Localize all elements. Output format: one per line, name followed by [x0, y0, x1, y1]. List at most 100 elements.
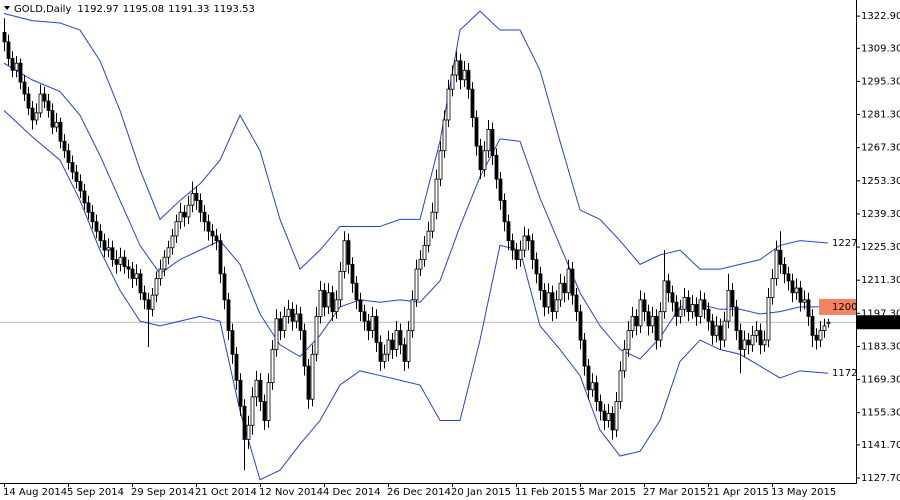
x-tick-label: 5 Sep 2014	[67, 487, 124, 498]
candle-body	[266, 382, 271, 421]
candle-body	[486, 129, 491, 152]
y-tick-label: 1281.30	[861, 110, 900, 121]
candle-body	[130, 268, 135, 279]
candle-body	[358, 299, 363, 313]
candle-body	[718, 325, 723, 341]
y-tick-label: 1183.30	[861, 341, 900, 352]
x-tick-label: 29 Sep 2014	[131, 487, 194, 498]
candle-body	[170, 235, 175, 249]
x-tick-label: 26 Dec 2014	[387, 487, 451, 498]
candle-body	[578, 311, 583, 341]
candle-body	[602, 410, 607, 421]
candle-body	[182, 211, 187, 218]
candle-body	[478, 145, 483, 171]
band-end-label: 1200	[832, 302, 857, 313]
candle-body	[174, 221, 179, 237]
candle-body	[614, 401, 619, 431]
candle-body	[74, 171, 79, 182]
y-tick-label: 1141.70	[861, 440, 900, 451]
y-tick-label: 1197.30	[861, 308, 900, 319]
y-tick-label: 1169.30	[861, 375, 900, 386]
y-tick-label: 1155.30	[861, 408, 900, 419]
candle-body	[310, 353, 315, 400]
candle-body	[190, 192, 195, 206]
candle-body	[566, 268, 571, 294]
candle-body	[434, 178, 439, 213]
candle-body	[206, 221, 211, 232]
candle-body	[670, 292, 675, 303]
candle-body	[126, 266, 131, 270]
candle-body	[258, 379, 263, 402]
candle-body	[450, 74, 455, 90]
candle-body	[354, 282, 359, 301]
candle-body	[82, 190, 87, 204]
candle-body	[198, 200, 203, 213]
y-tick-label: 1267.30	[861, 143, 900, 154]
candle-body	[646, 311, 651, 327]
candle-body	[442, 119, 447, 152]
band-end-label: 1227	[832, 238, 857, 249]
candle-body	[490, 129, 495, 156]
candle-body	[314, 315, 319, 355]
candle-body	[622, 349, 627, 372]
candle-body	[146, 299, 151, 310]
candle-body	[518, 249, 523, 261]
menu-triangle[interactable]	[4, 6, 10, 10]
candle-body	[590, 382, 595, 391]
x-tick-label: 14 Aug 2014	[3, 487, 67, 498]
candle-body	[278, 318, 283, 331]
candle-body	[210, 230, 215, 237]
candle-body	[362, 311, 367, 322]
candle-body	[298, 313, 303, 331]
candle-body	[634, 315, 639, 327]
candle-body	[454, 60, 459, 76]
candle-body	[438, 150, 443, 180]
candle-body	[162, 256, 167, 270]
candle-body	[638, 299, 643, 327]
x-tick-label: 12 Nov 2014	[259, 487, 323, 498]
candle-body	[422, 245, 427, 261]
x-tick-label: 13 May 2015	[771, 487, 836, 498]
candle-body	[350, 263, 355, 284]
candle-body	[734, 306, 739, 331]
candle-body	[534, 259, 539, 275]
candle-body	[746, 339, 751, 346]
candle-body	[254, 379, 259, 398]
candle-body	[554, 299, 559, 313]
candle-body	[326, 292, 331, 308]
candle-body	[14, 62, 19, 71]
y-tick-label: 1127.70	[861, 473, 900, 484]
candle-body	[594, 382, 599, 402]
candle-body	[10, 58, 15, 71]
candle-body	[610, 413, 615, 431]
candle-body	[110, 247, 115, 261]
candle-body	[66, 150, 71, 163]
band-end-label: 1172	[832, 368, 857, 379]
candle-body	[322, 289, 327, 308]
candle-body	[558, 282, 563, 301]
candle-body	[722, 320, 727, 341]
candle-body	[742, 339, 747, 350]
candle-body	[26, 93, 31, 109]
candle-body	[666, 280, 671, 294]
candle-body	[630, 315, 635, 331]
candle-body	[550, 292, 555, 313]
candle-body	[270, 349, 275, 384]
candle-body	[282, 315, 287, 331]
candle-body	[342, 240, 347, 272]
candle-body	[366, 320, 371, 331]
candle-body	[334, 299, 339, 313]
candle-body	[650, 315, 655, 327]
candle-body	[658, 311, 663, 341]
candle-body	[642, 299, 647, 313]
candle-body	[370, 315, 375, 331]
candle-body	[726, 289, 731, 322]
candle-body	[574, 294, 579, 313]
candle-body	[306, 365, 311, 400]
candle-body	[802, 299, 807, 303]
price-box-label: 1193.53	[860, 317, 900, 328]
candle-body	[242, 405, 247, 440]
candle-body	[814, 334, 819, 341]
price-box	[857, 315, 900, 330]
